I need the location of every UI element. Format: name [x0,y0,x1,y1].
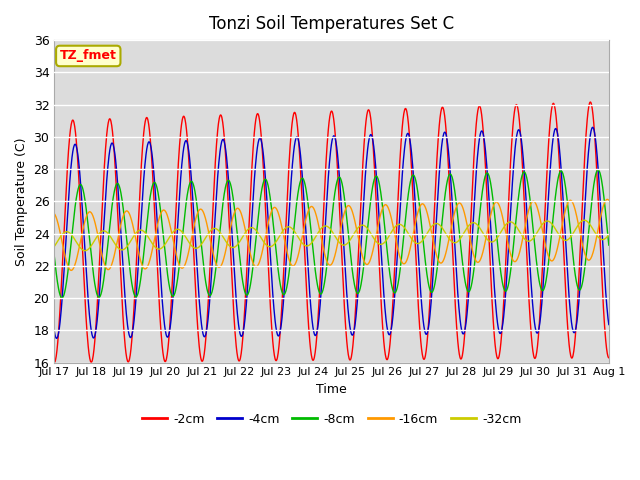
X-axis label: Time: Time [316,383,347,396]
Title: Tonzi Soil Temperatures Set C: Tonzi Soil Temperatures Set C [209,15,454,33]
Y-axis label: Soil Temperature (C): Soil Temperature (C) [15,137,28,265]
Legend: -2cm, -4cm, -8cm, -16cm, -32cm: -2cm, -4cm, -8cm, -16cm, -32cm [137,408,526,431]
Text: TZ_fmet: TZ_fmet [60,49,116,62]
